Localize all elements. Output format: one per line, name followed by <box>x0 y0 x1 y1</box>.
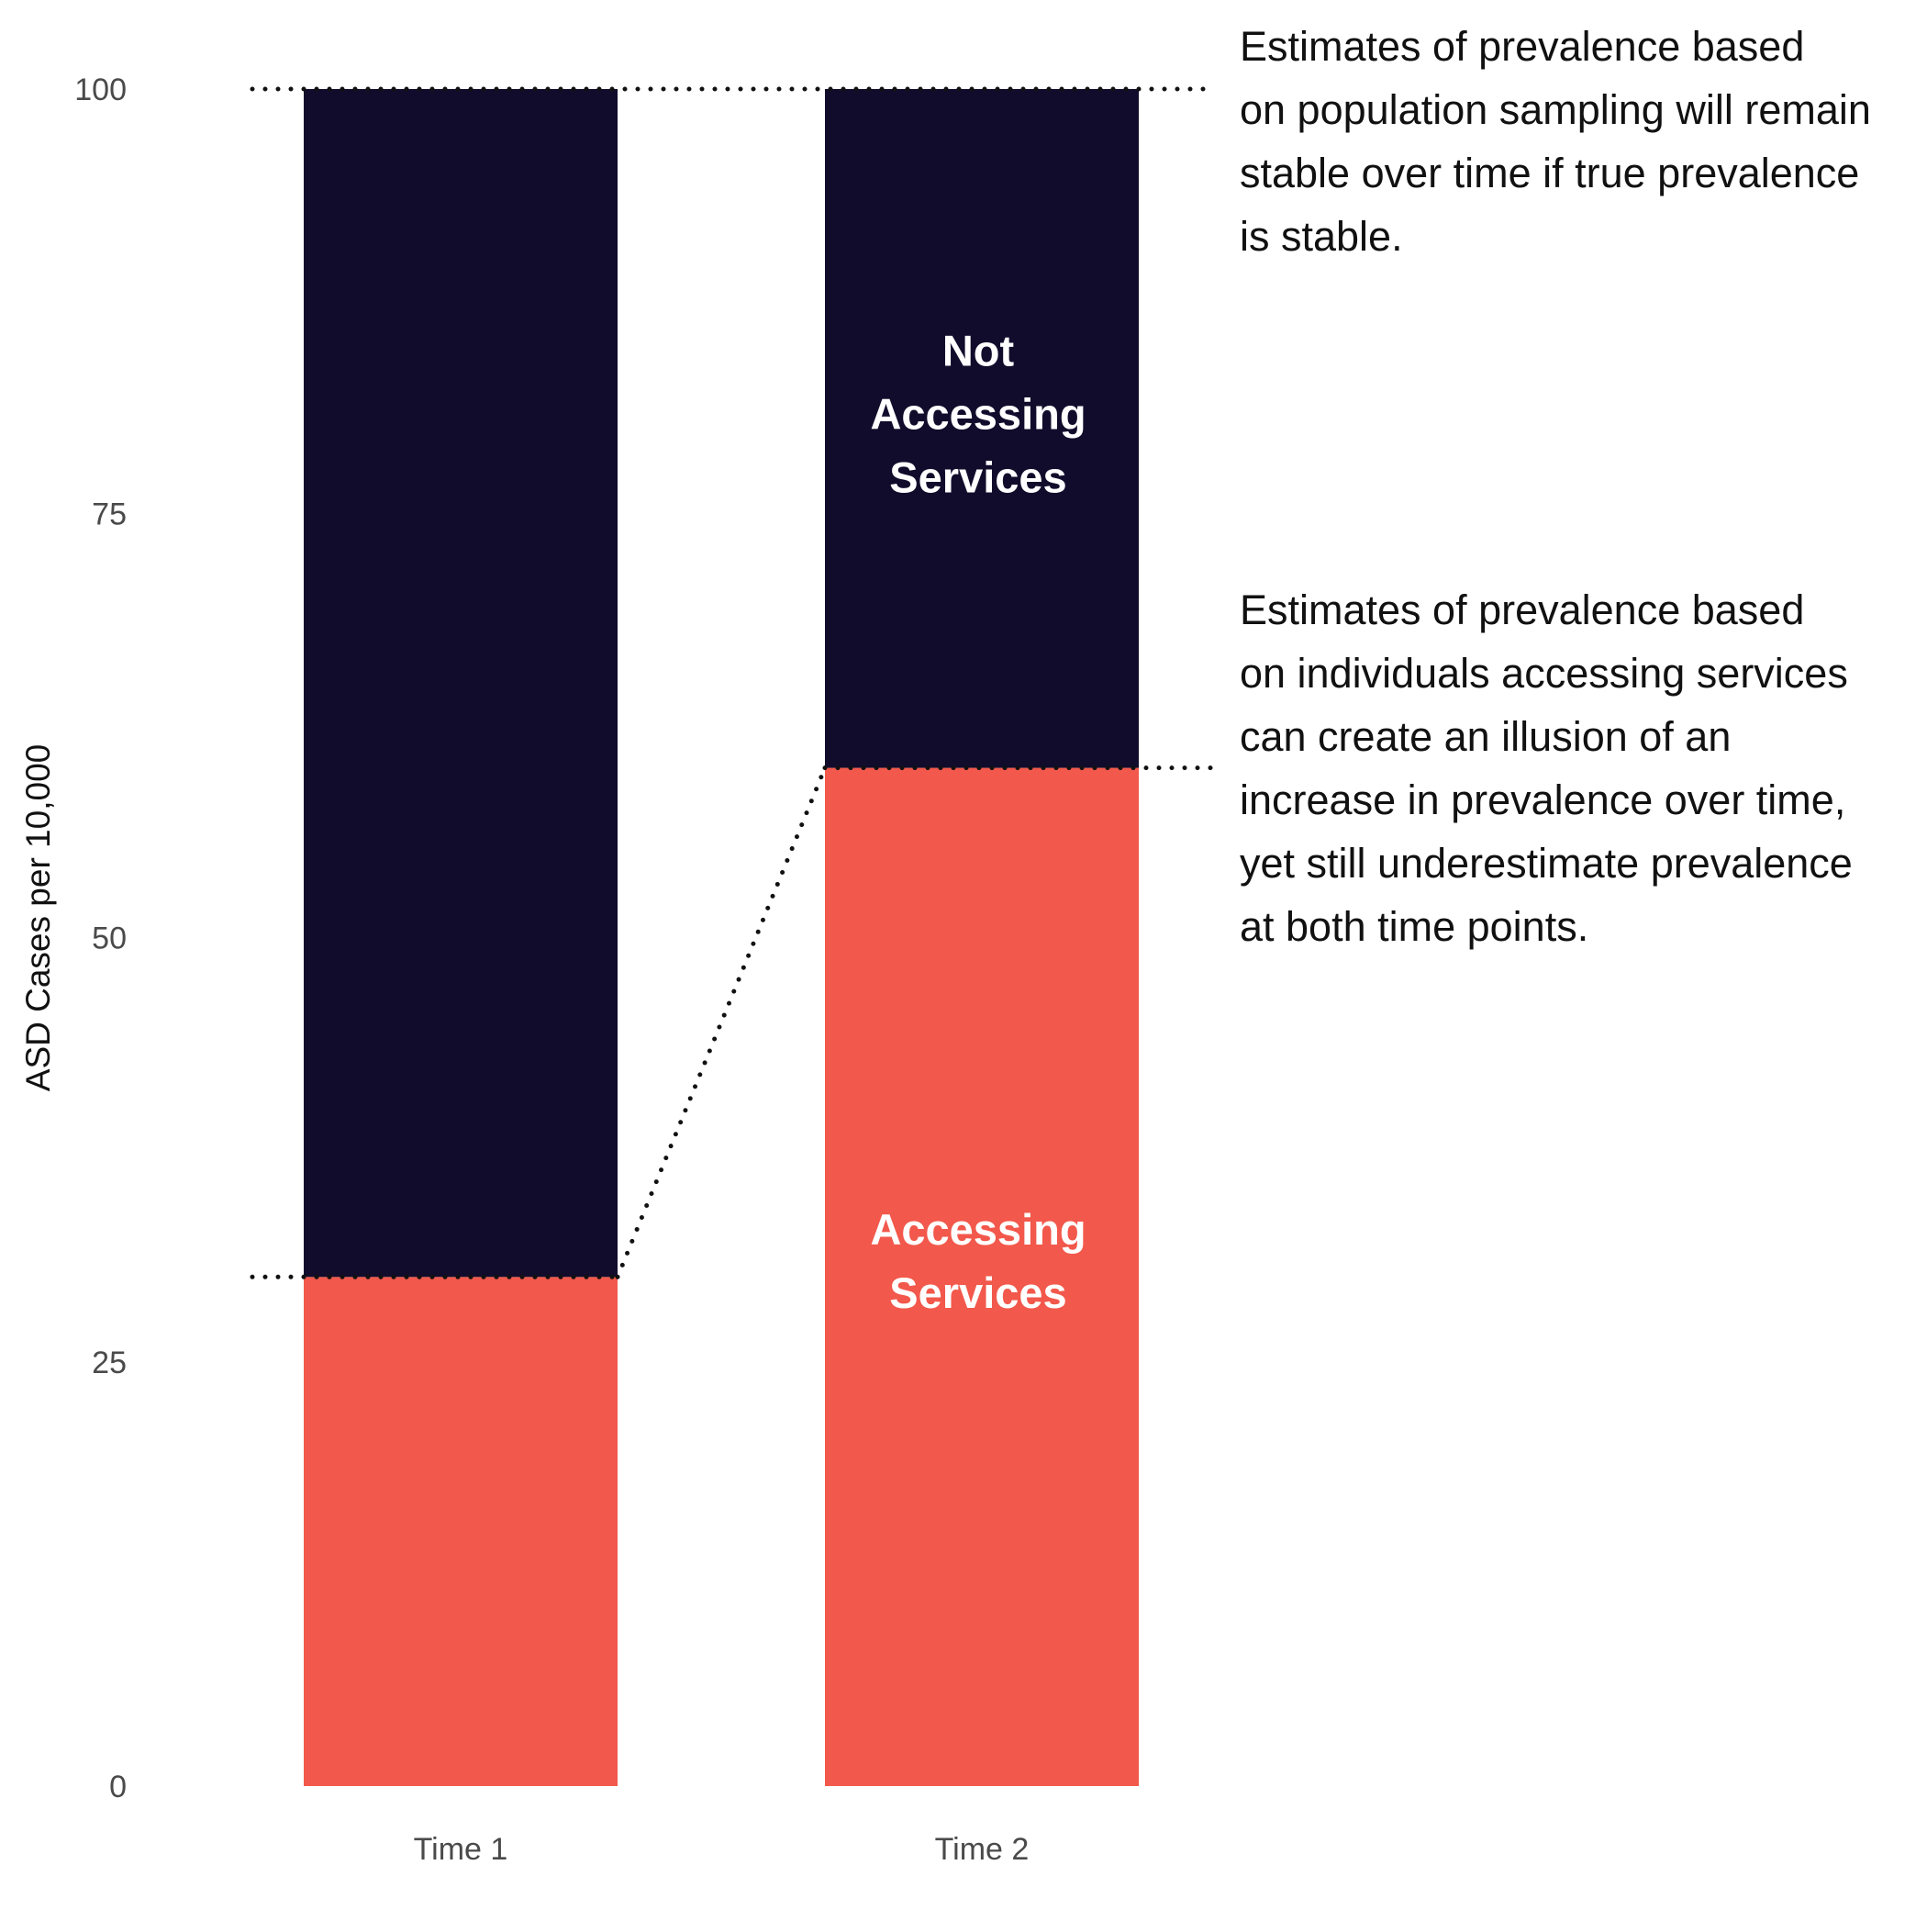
y-axis-title: ASD Cases per 10,000 <box>19 744 57 1091</box>
dotted-guides <box>250 86 1219 1279</box>
x-tick-label: Time 2 <box>935 1832 1030 1867</box>
bars <box>304 89 1139 1786</box>
y-tick-label: 75 <box>92 497 127 531</box>
annotation-population-sampling: on population sampling will remain <box>1240 86 1871 133</box>
annotation-population-sampling: stable over time if true prevalence <box>1240 150 1859 196</box>
annotation-accessing-services: can create an illusion of an <box>1240 713 1731 760</box>
x-tick-label: Time 1 <box>414 1832 508 1867</box>
y-tick-label: 0 <box>109 1770 127 1804</box>
annotation-accessing-services: Estimates of prevalence based <box>1240 586 1804 633</box>
bar-accessing-services-1 <box>304 1277 618 1786</box>
segment-labels: Not Accessing Services Accessing Services <box>870 326 1086 1317</box>
increase-connector-guide <box>615 765 828 1279</box>
label-not-accessing-services: Services <box>889 452 1066 501</box>
annotation-accessing-services: increase in prevalence over time, <box>1240 776 1845 823</box>
y-tick-label: 25 <box>92 1346 127 1380</box>
y-tick-label: 50 <box>92 921 127 956</box>
annotation-population-sampling: Estimates of prevalence based <box>1240 23 1804 70</box>
annotation-accessing-services: on individuals accessing services <box>1240 650 1848 697</box>
y-axis-ticks: 0 25 50 75 100 <box>74 73 127 1804</box>
y-tick-label: 100 <box>74 73 127 107</box>
label-accessing-services: Accessing <box>870 1205 1086 1254</box>
label-accessing-services: Services <box>889 1268 1066 1317</box>
annotation-accessing-services: yet still underestimate prevalence <box>1240 840 1853 887</box>
label-not-accessing-services: Not <box>942 326 1015 374</box>
label-not-accessing-services: Accessing <box>870 389 1086 438</box>
bar-accessing-services-2 <box>825 767 1139 1786</box>
bar-not-accessing-services-1 <box>304 89 618 1278</box>
annotation-accessing-services: at both time points. <box>1240 903 1588 950</box>
annotations: Estimates of prevalence based on populati… <box>1240 23 1871 950</box>
bar-not-accessing-services-2 <box>825 89 1139 768</box>
annotation-population-sampling: is stable. <box>1240 213 1403 260</box>
x-axis-labels: Time 1 Time 2 <box>414 1832 1030 1867</box>
